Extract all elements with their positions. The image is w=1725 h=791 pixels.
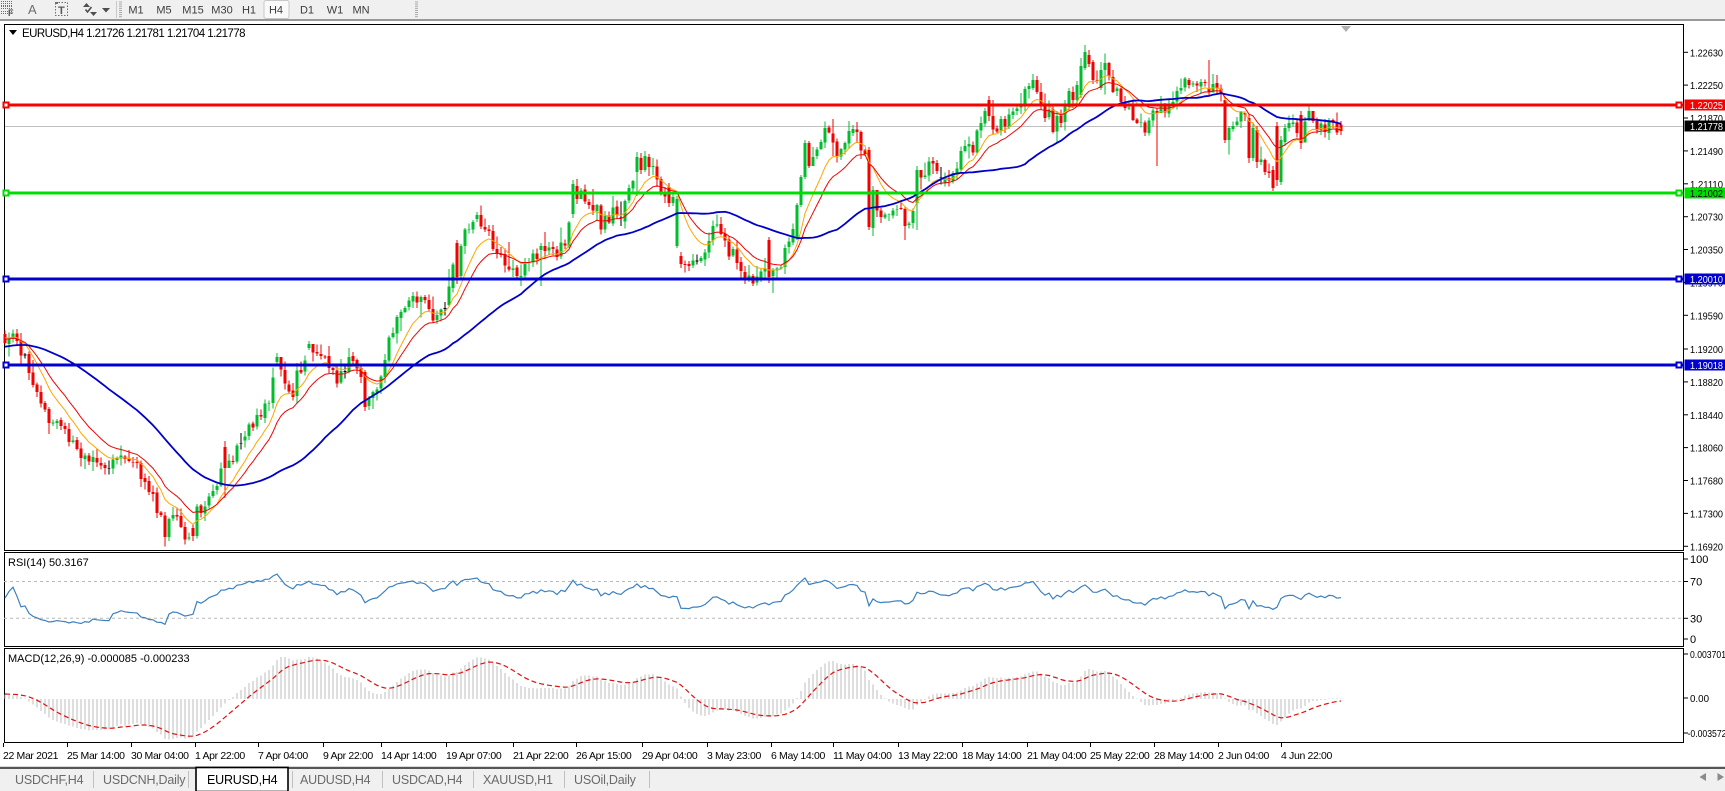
svg-text:1 Apr 22:00: 1 Apr 22:00 [195,750,245,762]
svg-text:1.18820: 1.18820 [1690,377,1723,389]
svg-text:MN: MN [352,5,369,17]
svg-text:3 May 23:00: 3 May 23:00 [707,750,761,762]
svg-text:1.17680: 1.17680 [1690,476,1723,488]
svg-text:22 Mar 2021: 22 Mar 2021 [3,750,59,762]
svg-text:H1: H1 [242,5,256,17]
svg-text:M1: M1 [128,5,143,17]
svg-text:13 May 22:00: 13 May 22:00 [898,750,958,762]
svg-text:1.22250: 1.22250 [1690,80,1723,92]
svg-text:1.21002: 1.21002 [1690,189,1723,200]
svg-text:1.22025: 1.22025 [1690,101,1723,112]
svg-text:2 Jun 04:00: 2 Jun 04:00 [1218,750,1270,762]
svg-text:-0.003572: -0.003572 [1688,728,1725,740]
svg-text:1.18440: 1.18440 [1690,410,1723,422]
svg-text:1.17300: 1.17300 [1690,508,1723,520]
svg-text:1.19018: 1.19018 [1690,361,1723,372]
svg-text:1.20010: 1.20010 [1690,275,1723,286]
svg-text:0.00: 0.00 [1690,693,1709,705]
svg-text:25 Mar 14:00: 25 Mar 14:00 [67,750,125,762]
svg-text:4 Jun 22:00: 4 Jun 22:00 [1281,750,1333,762]
svg-text:1.19200: 1.19200 [1690,344,1723,356]
svg-text:T: T [58,5,65,17]
svg-text:EURUSD,H4 1.21726 1.21781 1.2: EURUSD,H4 1.21726 1.21781 1.21704 1.2177… [22,28,245,40]
svg-text:21 May 04:00: 21 May 04:00 [1027,750,1087,762]
svg-text:M15: M15 [182,5,203,17]
svg-text:RSI(14) 50.3167: RSI(14) 50.3167 [8,557,89,569]
svg-text:100: 100 [1690,554,1708,566]
svg-text:USDCHF,H4: USDCHF,H4 [15,773,84,787]
svg-text:30: 30 [1690,613,1702,625]
svg-text:1.21490: 1.21490 [1690,146,1723,158]
svg-text:29 Apr 04:00: 29 Apr 04:00 [642,750,698,762]
svg-text:USDCNH,Daily: USDCNH,Daily [103,773,186,787]
svg-text:7 Apr 04:00: 7 Apr 04:00 [258,750,308,762]
svg-text:14 Apr 14:00: 14 Apr 14:00 [381,750,437,762]
svg-text:XAUUSD,H1: XAUUSD,H1 [483,773,553,787]
svg-text:USOil,Daily: USOil,Daily [574,773,637,787]
svg-text:1.22630: 1.22630 [1690,47,1723,59]
svg-text:1.20350: 1.20350 [1690,245,1723,257]
svg-text:0: 0 [1690,634,1696,646]
svg-text:6 May 14:00: 6 May 14:00 [771,750,825,762]
svg-text:19 Apr 07:00: 19 Apr 07:00 [446,750,502,762]
svg-text:28 May 14:00: 28 May 14:00 [1154,750,1214,762]
svg-text:1.16920: 1.16920 [1690,541,1723,553]
svg-text:11 May 04:00: 11 May 04:00 [833,750,892,762]
svg-text:9 Apr 22:00: 9 Apr 22:00 [323,750,373,762]
svg-text:70: 70 [1690,577,1702,589]
svg-text:H4: H4 [269,5,283,17]
svg-text:18 May 14:00: 18 May 14:00 [962,750,1022,762]
svg-text:D1: D1 [300,5,314,17]
svg-text:1.18060: 1.18060 [1690,443,1723,455]
svg-text:1.21778: 1.21778 [1690,122,1723,133]
svg-text:MACD(12,26,9) -0.000085 -0.000: MACD(12,26,9) -0.000085 -0.000233 [8,653,190,665]
svg-text:F: F [8,8,14,18]
svg-text:W1: W1 [327,5,344,17]
svg-text:1.19590: 1.19590 [1690,310,1723,322]
svg-text:A: A [28,2,37,17]
svg-text:USDCAD,H4: USDCAD,H4 [392,773,463,787]
svg-text:M30: M30 [211,5,232,17]
svg-text:M5: M5 [156,5,171,17]
svg-text:30 Mar 04:00: 30 Mar 04:00 [131,750,189,762]
svg-text:21 Apr 22:00: 21 Apr 22:00 [513,750,569,762]
svg-text:1.20730: 1.20730 [1690,212,1723,224]
svg-text:0.003701: 0.003701 [1690,649,1725,661]
svg-text:26 Apr 15:00: 26 Apr 15:00 [576,750,632,762]
svg-text:AUDUSD,H4: AUDUSD,H4 [300,773,371,787]
svg-text:EURUSD,H4: EURUSD,H4 [207,773,278,787]
svg-text:25 May 22:00: 25 May 22:00 [1090,750,1150,762]
